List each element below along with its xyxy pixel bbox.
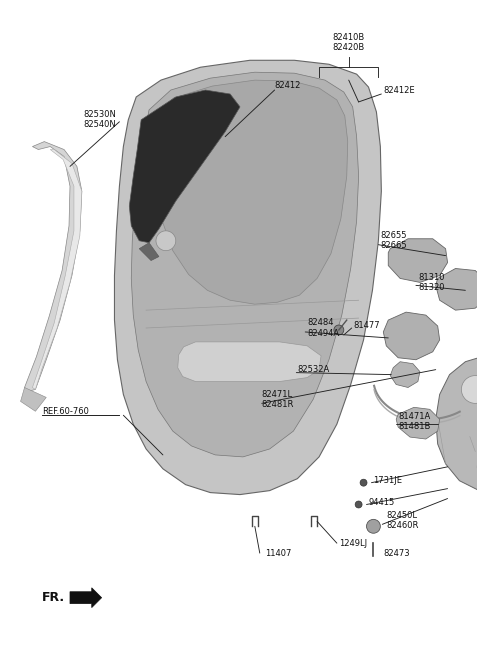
Polygon shape [154,80,348,304]
Text: 81477: 81477 [354,321,380,329]
Text: 94415: 94415 [369,498,395,507]
Circle shape [477,457,480,477]
Polygon shape [436,268,480,310]
Text: 82532A: 82532A [297,365,330,374]
Text: 81310
81320: 81310 81320 [418,273,444,292]
Text: 82410B
82420B: 82410B 82420B [333,33,365,52]
Polygon shape [70,588,102,607]
Circle shape [360,480,367,486]
Circle shape [367,520,380,533]
Polygon shape [178,342,321,382]
Polygon shape [131,72,359,457]
Text: 82530N
82540N: 82530N 82540N [84,110,117,129]
Text: 82412: 82412 [275,81,301,90]
Text: REF.60-760: REF.60-760 [42,407,89,416]
Text: 1249LJ: 1249LJ [339,539,367,548]
Text: 82471L
82481R: 82471L 82481R [262,390,294,409]
Text: 82484
82494A: 82484 82494A [307,318,339,338]
Polygon shape [396,407,440,439]
Text: 11407: 11407 [264,548,291,558]
Text: 81471A
81481B: 81471A 81481B [398,411,431,431]
Polygon shape [24,142,82,392]
Polygon shape [388,239,447,282]
Polygon shape [436,355,480,493]
Text: FR.: FR. [42,591,65,604]
Polygon shape [384,312,440,359]
Text: 82655
82665: 82655 82665 [380,231,407,251]
Polygon shape [129,90,240,243]
Polygon shape [390,361,420,388]
Polygon shape [114,60,381,495]
Polygon shape [139,243,159,260]
Text: 1731JE: 1731JE [373,476,402,485]
Circle shape [355,501,362,508]
Circle shape [461,376,480,403]
Text: 82412E: 82412E [384,85,415,94]
Text: 82450L
82460R: 82450L 82460R [386,510,419,530]
Circle shape [334,325,344,335]
Text: 82473: 82473 [384,548,410,558]
Circle shape [156,231,176,251]
Polygon shape [33,150,82,390]
Polygon shape [21,388,46,411]
